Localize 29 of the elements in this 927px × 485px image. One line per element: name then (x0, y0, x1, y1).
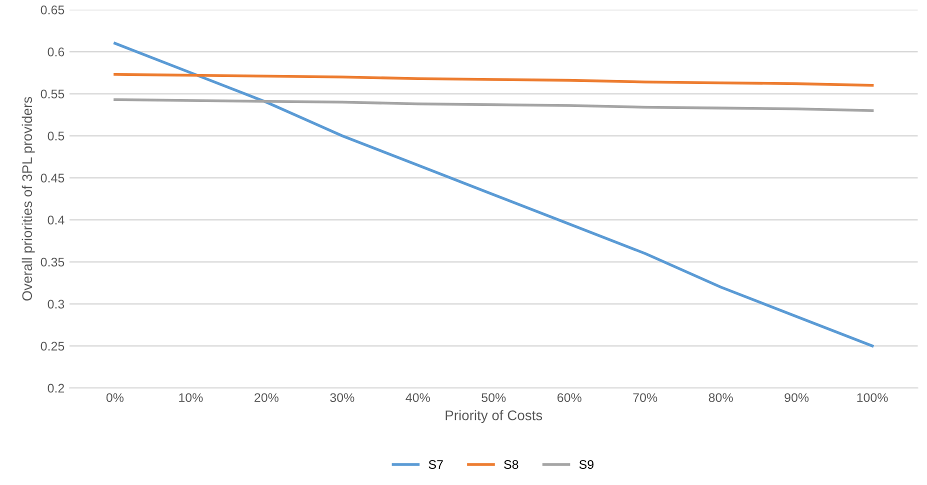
x-tick-label: 70% (633, 393, 658, 402)
x-axis-title: Priority of Costs (446, 410, 542, 424)
x-tick-label: 0% (106, 393, 124, 402)
y-tick-label: 0.3 (48, 300, 64, 309)
legend-label: S7 (428, 460, 443, 469)
x-tick-label: 60% (557, 393, 582, 402)
x-tick-label: 100% (857, 393, 888, 402)
y-tick-label: 0.25 (40, 342, 64, 351)
y-tick-label: 0.2 (48, 384, 64, 393)
y-tick-label: 0.4 (48, 216, 64, 225)
x-tick-label: 20% (254, 393, 278, 402)
x-tick-label: 80% (708, 393, 733, 402)
legend-label: S8 (504, 460, 518, 469)
y-tick-label: 0.6 (48, 48, 64, 56)
x-tick-label: 40% (406, 393, 430, 402)
y-tick-label: 0.65 (40, 6, 64, 14)
y-axis-title: Overall priorities of 3PL providers (22, 96, 35, 301)
line-series (114, 98, 874, 112)
line-series (114, 73, 874, 87)
y-tick-label: 0.45 (40, 174, 64, 182)
legend-label: S9 (579, 460, 594, 469)
y-tick-label: 0.35 (40, 258, 64, 267)
y-tick-label: 0.5 (48, 132, 64, 140)
x-tick-label: 50% (482, 393, 506, 402)
y-tick-label: 0.55 (40, 90, 64, 98)
x-tick-label: 30% (330, 393, 354, 402)
x-tick-label: 10% (179, 393, 203, 402)
x-tick-label: 90% (784, 393, 809, 402)
line-series (114, 42, 874, 348)
